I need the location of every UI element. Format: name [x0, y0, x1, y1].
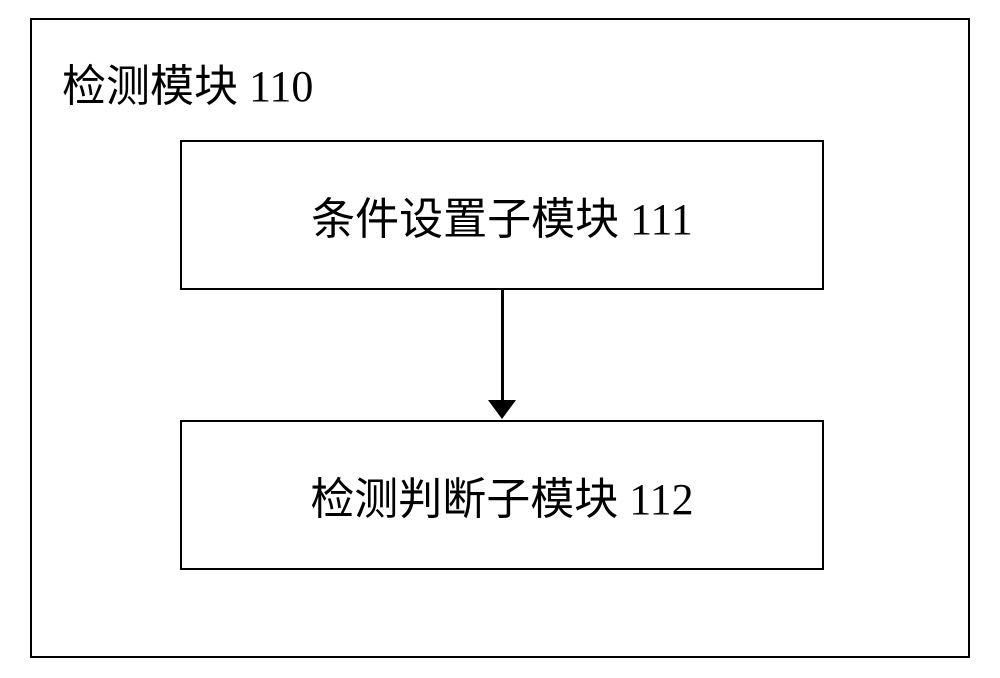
submodule-label-2: 检测判断子模块 112 — [310, 463, 693, 527]
arrow-head-icon — [488, 400, 516, 419]
submodule-box-2: 检测判断子模块 112 — [180, 420, 824, 570]
module-container: 检测模块 110 条件设置子模块 111 检测判断子模块 112 — [30, 18, 970, 658]
arrow-line — [501, 290, 504, 408]
submodule-box-1: 条件设置子模块 111 — [180, 140, 824, 290]
submodule-label-1: 条件设置子模块 111 — [311, 183, 693, 247]
module-title: 检测模块 110 — [62, 50, 313, 114]
